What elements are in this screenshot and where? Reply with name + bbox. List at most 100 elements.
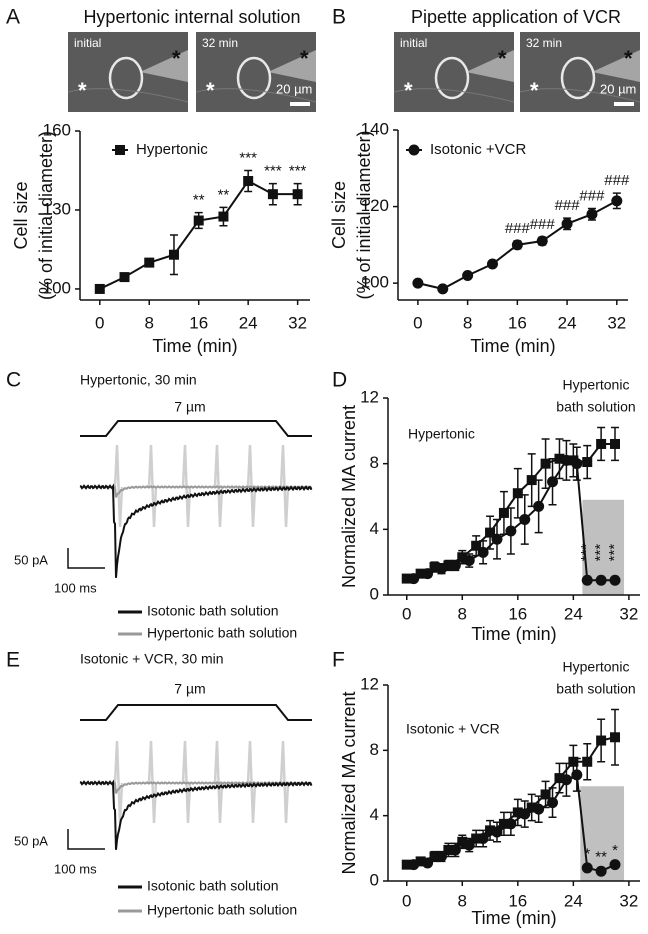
marker — [471, 833, 482, 844]
marker — [457, 552, 468, 563]
marker — [498, 818, 509, 829]
marker — [533, 803, 545, 815]
cell-outline — [434, 56, 470, 100]
x-axis-label: Time (min) — [471, 624, 556, 644]
cell-outline — [236, 56, 272, 100]
pipette — [268, 50, 316, 82]
image-label: 32 min — [202, 36, 238, 50]
scale-label: 50 pA — [14, 833, 48, 848]
panel-note: Isotonic + VCR — [406, 721, 500, 737]
marker — [519, 513, 531, 525]
image-star: * — [530, 78, 539, 103]
marker — [540, 458, 551, 469]
marker — [586, 208, 598, 220]
panel-letter: B — [332, 6, 346, 29]
marker — [609, 574, 621, 586]
series-line — [413, 773, 616, 873]
marker — [477, 546, 489, 558]
marker — [498, 507, 509, 518]
marker — [401, 573, 412, 584]
image-star: * — [172, 46, 181, 71]
marker — [443, 560, 454, 571]
significance-label: *** — [264, 163, 282, 180]
legend-label: Hypertonic bath solution — [147, 625, 297, 641]
cell-texture — [393, 88, 515, 103]
significance-label: *** — [578, 544, 595, 562]
artifact — [113, 740, 124, 824]
stimulus-label: 7 µm — [174, 681, 205, 697]
significance-label: * — [612, 842, 618, 859]
marker — [415, 856, 426, 867]
marker — [435, 563, 447, 575]
y-tick-label: 4 — [370, 805, 379, 824]
marker — [435, 851, 447, 862]
scale-label: 100 ms — [54, 580, 97, 595]
significance-label: ** — [193, 192, 205, 209]
y-tick-label: 160 — [43, 120, 71, 139]
scale-bar — [614, 102, 634, 106]
marker — [429, 562, 440, 573]
scale-label: 100 ms — [54, 861, 97, 876]
marker — [462, 269, 474, 281]
marker — [422, 568, 434, 580]
marker — [571, 769, 583, 781]
significance-label: *** — [592, 544, 609, 562]
marker — [437, 283, 449, 295]
marker — [168, 249, 179, 260]
marker — [412, 277, 424, 289]
image-star: * — [78, 78, 87, 103]
marker — [595, 574, 607, 586]
y-axis-label: Normalized MA current — [339, 405, 359, 588]
image-star: * — [300, 46, 309, 71]
panel-letter: A — [6, 6, 20, 29]
marker — [477, 833, 489, 845]
x-tick-label: 8 — [458, 604, 467, 623]
cell-outline — [560, 56, 596, 100]
x-tick-label: 24 — [558, 313, 577, 332]
y-tick-label: 100 — [361, 273, 389, 292]
x-tick-label: 16 — [508, 313, 527, 332]
marker — [144, 257, 155, 268]
marker — [119, 272, 130, 283]
marker — [463, 839, 475, 851]
y-tick-label: 4 — [370, 519, 379, 538]
artifact — [113, 444, 124, 528]
marker — [610, 732, 621, 743]
legend-marker — [408, 144, 420, 156]
marker — [547, 797, 559, 809]
marker — [512, 807, 523, 818]
legend-marker — [115, 145, 125, 155]
artifact — [147, 444, 158, 528]
legend-label: Hypertonic — [136, 141, 208, 158]
cell-texture — [67, 88, 189, 103]
marker — [491, 826, 503, 838]
marker — [292, 189, 303, 200]
marker — [526, 802, 537, 813]
y-tick-label: 120 — [361, 196, 389, 215]
marker — [408, 573, 420, 585]
marker — [519, 808, 531, 820]
significance-label: ### — [530, 216, 556, 233]
marker — [429, 851, 440, 862]
stimulus-label: 7 µm — [174, 399, 205, 415]
marker — [554, 773, 565, 784]
x-axis-label: Time (min) — [152, 336, 237, 356]
image-star: * — [624, 46, 633, 71]
image-star: * — [404, 78, 413, 103]
shade-label: Hypertonic — [563, 659, 630, 675]
marker — [486, 258, 498, 270]
marker — [485, 527, 496, 538]
trace-caption: Hypertonic, 30 min — [80, 372, 197, 388]
marker — [511, 239, 523, 251]
x-tick-label: 32 — [619, 891, 638, 910]
marker — [512, 488, 523, 499]
marker — [609, 859, 621, 871]
marker — [610, 438, 621, 449]
y-tick-label: 12 — [360, 387, 379, 406]
x-tick-label: 8 — [463, 313, 472, 332]
marker — [560, 774, 572, 786]
significance-label: * — [584, 845, 590, 862]
artifact — [213, 740, 224, 824]
marker — [218, 211, 229, 222]
